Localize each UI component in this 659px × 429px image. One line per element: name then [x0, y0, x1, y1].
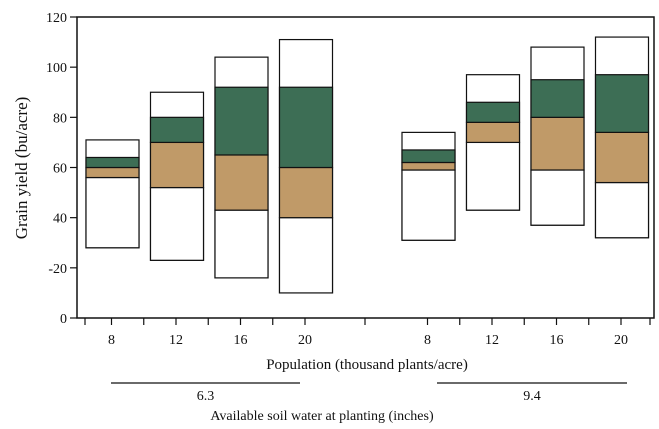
x-tick-label: 12 — [485, 333, 499, 348]
stacked-bar — [465, 74, 521, 211]
bar-segment-white — [401, 169, 456, 241]
bar-segment-tan — [149, 141, 205, 189]
bar-segment-green — [214, 86, 269, 156]
bar-segment-white — [465, 141, 521, 211]
bar-segment-tan — [465, 121, 521, 144]
stacked-bar — [85, 139, 140, 249]
y-tick-label: -20 — [48, 262, 67, 277]
bar-segment-green — [149, 116, 205, 144]
group-label: 6.3 — [197, 389, 215, 404]
x-tick-label: 8 — [108, 333, 115, 348]
x-tick-label: 16 — [550, 333, 564, 348]
x-tick-label: 16 — [234, 333, 248, 348]
bar-segment-green — [594, 74, 650, 133]
y-tick-label: 100 — [46, 61, 67, 76]
y-tick-label: 60 — [53, 162, 67, 177]
bar-segment-green — [530, 79, 585, 118]
x-tick-label: 20 — [298, 333, 312, 348]
y-tick-label: 80 — [53, 111, 67, 126]
x-tick-label: 12 — [169, 333, 183, 348]
y-tick-label: 0 — [60, 312, 67, 327]
bar-segment-green — [465, 101, 521, 123]
bar-segment-tan — [530, 116, 585, 171]
stacked-bar — [594, 36, 650, 239]
bars — [85, 36, 650, 294]
bar-segment-green — [85, 156, 140, 169]
group-label: 9.4 — [523, 389, 541, 404]
stacked-bar — [278, 38, 334, 294]
bar-segment-tan — [278, 166, 334, 219]
bar-segment-white — [594, 181, 650, 239]
y-tick-label: 120 — [46, 11, 67, 26]
bar-segment-tan — [401, 161, 456, 171]
bar-segment-green — [401, 149, 456, 164]
stacked-bar — [530, 46, 585, 226]
y-axis-label: Grain yield (bu/acre) — [12, 97, 31, 240]
x-axis: 8 12 16 20 8 12 16 20 — [84, 318, 651, 348]
x-tick-label: 20 — [614, 333, 628, 348]
x-axis-label: Population (thousand plants/acre) — [266, 357, 468, 373]
bar-segment-white — [278, 217, 334, 294]
y-axis: 0 -20 40 60 80 100 120 — [46, 11, 77, 327]
stacked-bar — [149, 91, 205, 261]
bar-segment-tan — [85, 166, 140, 179]
x-tick-label: 8 — [424, 333, 431, 348]
bar-segment-tan — [594, 131, 650, 184]
stacked-bar — [214, 56, 269, 279]
stacked-bar — [401, 131, 456, 241]
bar-segment-white — [85, 176, 140, 249]
bar-segment-white — [149, 186, 205, 261]
group-axis: 6.3 9.4 — [111, 382, 627, 404]
y-tick-label: 40 — [53, 212, 67, 227]
bar-segment-white — [530, 169, 585, 226]
bar-segment-white — [214, 209, 269, 279]
bar-segment-tan — [214, 154, 269, 211]
group-axis-label: Available soil water at planting (inches… — [210, 409, 434, 424]
bar-segment-green — [278, 86, 334, 169]
